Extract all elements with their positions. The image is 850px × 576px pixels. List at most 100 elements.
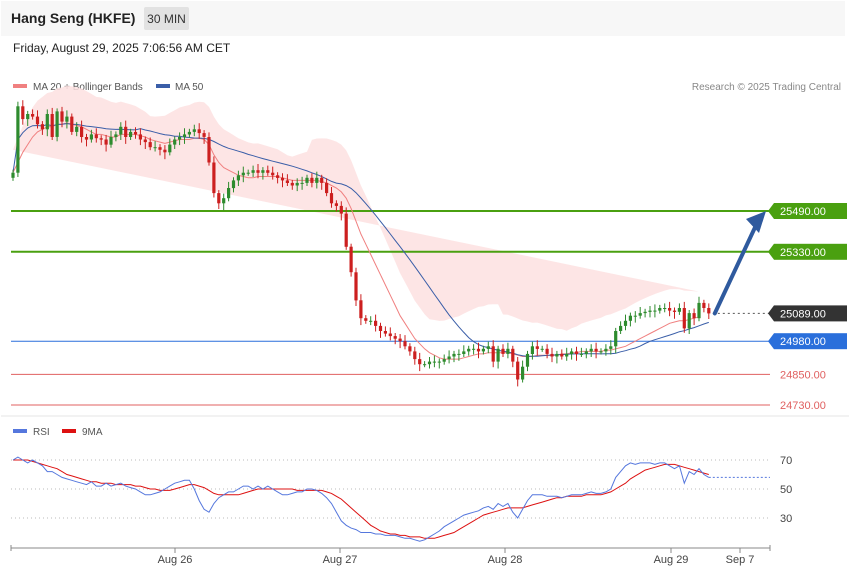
candle-56: [285, 174, 289, 186]
candle-10: [60, 106, 64, 128]
x-tick-label-4: Sep 7: [726, 554, 755, 566]
candle-105: [525, 350, 530, 372]
candle-64: [325, 178, 329, 197]
candle-body-112: [560, 353, 564, 357]
candle-body-29: [153, 147, 157, 149]
candle-body-4: [31, 114, 35, 117]
candle-body-136: [677, 308, 681, 312]
candle-body-88: [442, 359, 446, 362]
x-tick-label-2: Aug 28: [488, 554, 523, 566]
candle-body-134: [668, 308, 672, 311]
candle-body-32: [168, 144, 172, 153]
candle-body-132: [658, 308, 662, 311]
candle-body-42: [217, 193, 221, 204]
rsi-tick-70: 70: [780, 455, 792, 467]
research-credit: Research © 2025 Trading Central: [692, 82, 841, 93]
candle-body-101: [506, 348, 510, 354]
candle-body-118: [589, 348, 593, 352]
bollinger-band-area: [13, 85, 699, 331]
candle-73: [369, 316, 373, 326]
moving-averages: [12, 122, 709, 360]
candle-body-94: [472, 348, 476, 350]
candle-body-12: [70, 116, 74, 132]
rsi-panel: 70 50 30: [11, 455, 792, 542]
candle-body-63: [320, 177, 324, 183]
candle-body-119: [594, 348, 598, 352]
candle-74: [374, 314, 378, 332]
candle-81: [408, 343, 412, 356]
candle-body-82: [413, 351, 417, 360]
candle-104: [521, 360, 525, 383]
candle-body-46: [236, 175, 240, 181]
candle-43: [222, 193, 226, 211]
candle-body-83: [418, 359, 422, 365]
candle-106: [530, 341, 534, 360]
candle-body-28: [148, 142, 152, 148]
candle-111: [555, 350, 559, 364]
candle-body-108: [540, 348, 544, 350]
forecast-arrow-head: [746, 211, 766, 233]
candle-112: [560, 349, 564, 360]
candle-body-47: [241, 172, 245, 176]
candle-7: [45, 109, 49, 137]
candle-79: [398, 334, 402, 349]
timeframe-badge[interactable]: [144, 7, 189, 30]
level-label-5: 24730.00: [780, 400, 826, 412]
candle-body-68: [344, 213, 348, 247]
candle-body-24: [129, 131, 133, 137]
candle-45: [231, 177, 236, 193]
candle-28: [148, 137, 152, 151]
candle-body-87: [437, 361, 441, 363]
candle-body-11: [65, 116, 69, 122]
candle-body-57: [290, 182, 294, 186]
candle-118: [589, 344, 593, 357]
candle-body-41: [212, 162, 216, 194]
candle-body-98: [491, 346, 495, 362]
candle-body-25: [133, 131, 138, 135]
candle-2: [21, 100, 25, 125]
candle-46: [236, 170, 240, 186]
candle-body-107: [535, 346, 539, 349]
candle-body-102: [511, 348, 515, 362]
candle-body-17: [94, 134, 98, 139]
candle-body-117: [584, 351, 588, 354]
level-label-pointer-3: [768, 333, 774, 350]
candle-body-138: [687, 313, 691, 329]
candle-70: [354, 267, 358, 306]
candle-body-131: [653, 310, 657, 312]
candle-body-95: [476, 348, 481, 352]
candle-body-22: [119, 126, 123, 135]
candle-103: [516, 357, 520, 387]
candle-32: [168, 138, 172, 156]
candle-128: [638, 307, 642, 319]
candle-120: [599, 348, 603, 355]
candle-92: [462, 345, 466, 357]
candle-body-127: [633, 315, 637, 317]
candle-20: [109, 130, 113, 148]
candle-96: [481, 345, 485, 355]
candle-body-104: [521, 366, 525, 380]
candle-body-50: [256, 170, 260, 173]
candle-72: [364, 315, 368, 324]
candle-body-51: [261, 170, 265, 173]
candle-36: [187, 128, 191, 138]
candle-body-21: [114, 134, 118, 137]
candle-4: [31, 109, 35, 120]
candle-139: [692, 308, 696, 326]
candle-body-97: [486, 346, 490, 349]
candle-97: [486, 341, 490, 354]
rsi-line: [12, 456, 710, 542]
candle-35: [182, 128, 187, 144]
candle-117: [584, 348, 588, 359]
candle-body-79: [398, 338, 402, 342]
candle-body-130: [648, 310, 652, 312]
candle-58: [295, 178, 299, 192]
candle-body-36: [187, 131, 191, 135]
candle-140: [697, 296, 701, 322]
candle-109: [545, 344, 549, 359]
candle-33: [173, 136, 177, 149]
candle-110: [550, 347, 554, 363]
candle-body-45: [231, 180, 236, 189]
candle-44: [227, 181, 231, 202]
candle-138: [687, 310, 691, 334]
